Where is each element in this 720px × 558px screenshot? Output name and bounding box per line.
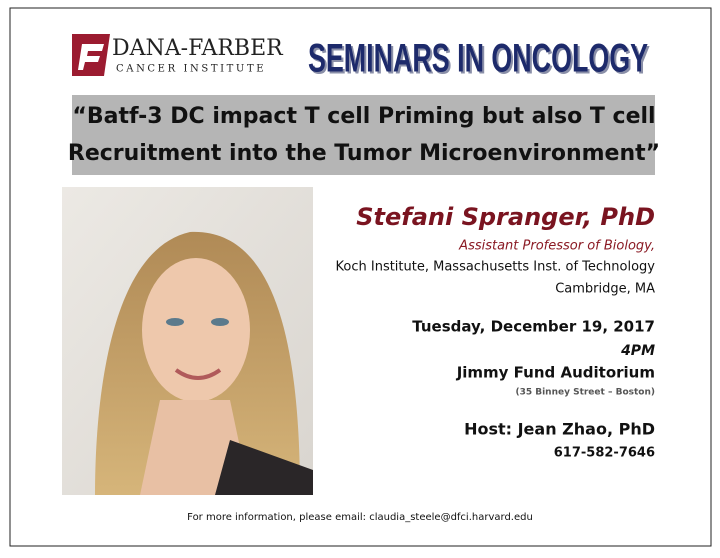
event-time: 4PM — [620, 343, 655, 359]
event-location: Jimmy Fund Auditorium — [456, 364, 655, 382]
speaker-city: Cambridge, MA — [555, 282, 655, 297]
host-phone: 617-582-7646 — [554, 446, 655, 461]
page-border — [9, 7, 712, 547]
logo-subtitle: CANCER INSTITUTE — [116, 64, 266, 75]
event-date: Tuesday, December 19, 2017 — [412, 318, 655, 336]
logo-name: DANA-FARBER — [112, 36, 284, 61]
footer-contact: For more information, please email: clau… — [187, 512, 533, 523]
talk-title: Recruitment into the Tumor Microenvironm… — [68, 141, 660, 166]
logo-emblem — [72, 34, 110, 76]
host-name: Host: Jean Zhao, PhD — [464, 420, 655, 439]
speaker-affiliation: Koch Institute, Massachusetts Inst. of T… — [336, 260, 656, 275]
series-title-shadow: SEMINARS IN ONCOLOGY — [310, 39, 650, 83]
speaker-photo — [62, 187, 313, 495]
speaker-position: Assistant Professor of Biology, — [458, 239, 655, 254]
series-title: SEMINARS IN ONCOLOGY — [308, 37, 648, 81]
event-address: (35 Binney Street – Boston) — [515, 388, 655, 398]
talk-title: “Batf-3 DC impact T cell Priming but als… — [72, 104, 655, 129]
speaker-name: Stefani Spranger, PhD — [356, 203, 655, 231]
title-box — [72, 95, 655, 175]
